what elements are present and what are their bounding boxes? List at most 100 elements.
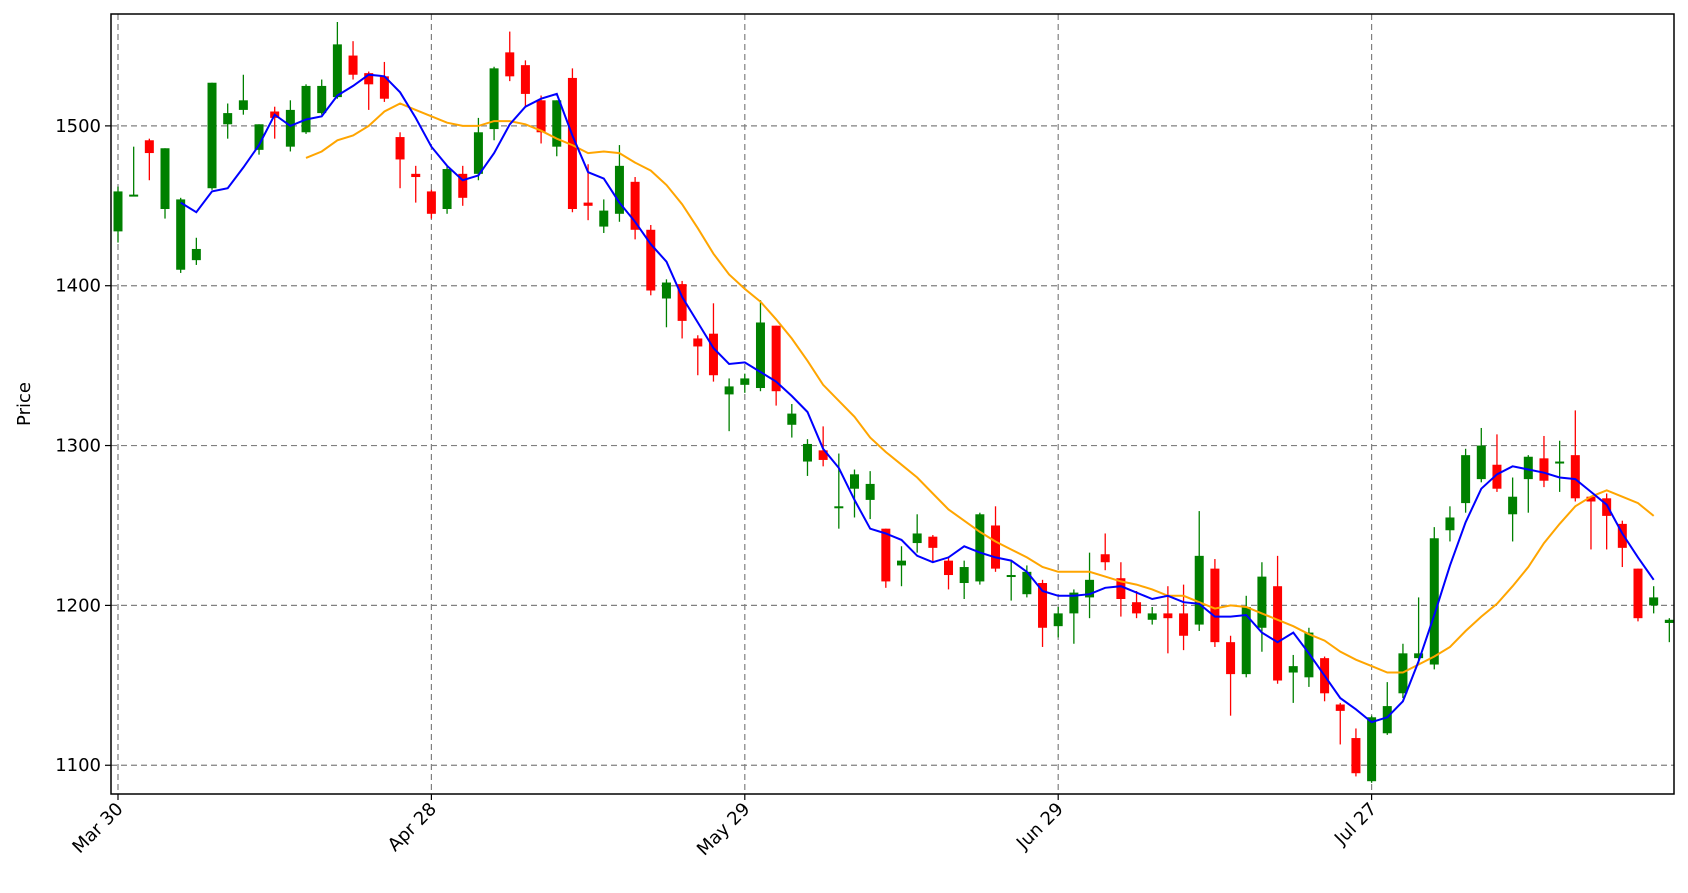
candle: [1116, 562, 1126, 617]
candle-body: [285, 109, 295, 147]
y-axis-title: Price: [14, 382, 35, 426]
candle: [1508, 477, 1518, 542]
candle-body: [630, 181, 640, 230]
candle-body: [442, 169, 452, 209]
candle: [317, 79, 327, 115]
candle: [1210, 559, 1220, 647]
candle-body: [959, 567, 969, 584]
candle-body: [975, 514, 985, 582]
candle: [708, 303, 718, 382]
candle-body: [755, 322, 765, 389]
candle: [348, 41, 358, 80]
candle: [661, 279, 671, 328]
candle-body: [865, 483, 875, 500]
candle-body: [129, 194, 139, 197]
candle-body: [536, 100, 546, 133]
candle: [505, 31, 515, 82]
candle-body: [1476, 445, 1486, 480]
candle-body: [1210, 568, 1220, 643]
candle-body: [991, 525, 1001, 569]
candle-body: [693, 338, 703, 347]
candle: [1570, 410, 1580, 502]
candle-body: [583, 202, 593, 206]
candle: [1351, 728, 1361, 777]
candle-body: [1445, 517, 1455, 531]
candle-body: [238, 100, 248, 110]
ma-long-line: [305, 102, 1655, 674]
candle: [1335, 702, 1345, 745]
candle-body: [881, 528, 891, 582]
candle: [411, 165, 421, 203]
candle-body: [207, 82, 217, 189]
candle-body: [1273, 586, 1283, 681]
candle-body: [1367, 717, 1377, 782]
candle-body: [1288, 666, 1298, 673]
candle-body: [1006, 575, 1016, 578]
candle: [1664, 618, 1674, 643]
candle-body: [411, 173, 421, 178]
candle-body: [740, 378, 750, 385]
candle-body: [928, 536, 938, 548]
candle-body: [113, 191, 123, 232]
candle: [583, 164, 593, 221]
candle: [207, 82, 217, 190]
candle: [1085, 552, 1095, 619]
candle-body: [1555, 461, 1565, 464]
candle-body: [1382, 706, 1392, 734]
candle-body: [1038, 583, 1048, 628]
candle-body: [1414, 653, 1424, 659]
candle-body: [223, 113, 233, 125]
candle-body: [317, 85, 327, 114]
candles-layer: [113, 21, 1674, 783]
candle: [1429, 527, 1439, 670]
candle-body: [364, 73, 374, 85]
candle: [1226, 635, 1236, 716]
candle: [458, 165, 468, 206]
candle-body: [1649, 597, 1659, 606]
candle-body: [567, 77, 577, 210]
candle: [614, 145, 624, 222]
candle-body: [1053, 613, 1063, 627]
candle-body: [1633, 568, 1643, 619]
candle-body: [787, 413, 797, 425]
candle-body: [144, 140, 154, 154]
candle: [238, 74, 248, 115]
candle-body: [1461, 455, 1471, 504]
candle-body: [1335, 704, 1345, 711]
candle: [928, 535, 938, 563]
y-tick-label: 1500: [55, 116, 101, 137]
candle: [693, 335, 703, 376]
candle-body: [426, 191, 436, 214]
candle: [176, 197, 186, 273]
candle-body: [802, 443, 812, 462]
candle: [787, 404, 797, 438]
ma-short-line: [180, 73, 1655, 724]
candle: [1132, 591, 1142, 619]
candle: [395, 132, 405, 189]
candle-body: [912, 533, 922, 544]
candle-body: [1602, 498, 1612, 516]
candle-body: [160, 148, 170, 209]
candle: [1257, 562, 1267, 652]
candle-body: [379, 76, 389, 99]
candle: [489, 66, 499, 141]
candle: [1053, 606, 1063, 638]
candle-body: [849, 474, 859, 489]
candle-body: [1539, 458, 1549, 481]
candle: [1069, 589, 1079, 644]
candle-body: [1022, 571, 1032, 595]
candle: [1602, 493, 1612, 550]
candle-body: [1194, 555, 1204, 625]
y-axis: 1100 1200 1300 1400 1500: [55, 116, 111, 776]
candle: [1523, 455, 1533, 513]
candle-body: [1179, 613, 1189, 636]
candle: [975, 512, 985, 585]
candle: [1586, 496, 1596, 550]
candle: [677, 280, 687, 339]
candle-body: [1241, 606, 1251, 675]
candle: [1539, 435, 1549, 488]
candle: [912, 514, 922, 553]
candle: [1241, 595, 1251, 678]
